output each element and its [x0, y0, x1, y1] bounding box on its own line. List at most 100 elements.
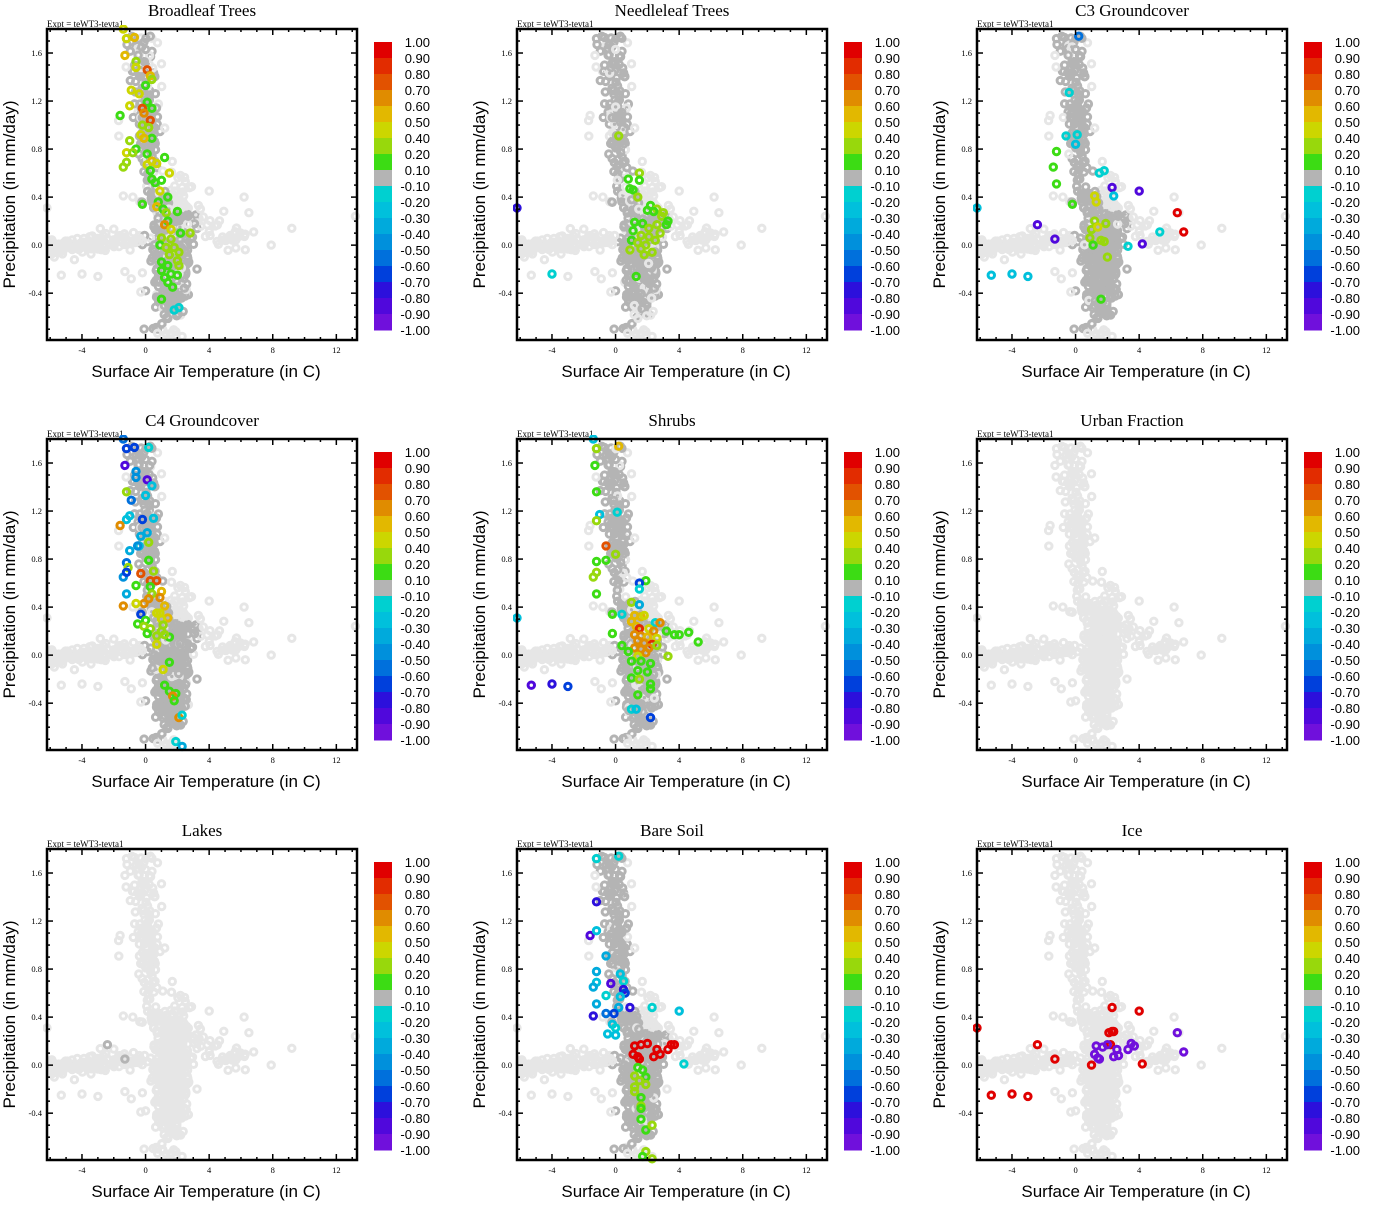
colorbar-label: -0.30 [400, 211, 430, 226]
background-point [1050, 193, 1056, 199]
colorbar-segment [844, 218, 862, 235]
colorbar-label: 0.90 [1335, 51, 1360, 66]
background-point [169, 568, 175, 574]
background-point [558, 661, 564, 667]
background-point [664, 266, 670, 272]
colorbar-label: 1.00 [1335, 35, 1360, 50]
y-tick-label: 1.6 [501, 48, 512, 58]
background-point [130, 114, 136, 120]
highlight-point [161, 154, 167, 160]
background-point [586, 133, 592, 139]
experiment-label: Expt = teWT3-tevta1 [517, 19, 594, 29]
colorbar-label: -0.90 [870, 307, 900, 322]
colorbar-segment [844, 42, 862, 59]
highlight-point [122, 462, 128, 468]
x-tick-label: 4 [1137, 345, 1142, 355]
highlight-point [1053, 181, 1059, 187]
highlight-point [1139, 241, 1145, 247]
colorbar-segment [844, 90, 862, 107]
background-point [587, 112, 593, 118]
background-point [289, 225, 295, 231]
colorbar-label: -0.60 [400, 669, 430, 684]
highlight-point [988, 272, 994, 278]
y-tick-label: 1.2 [501, 96, 512, 106]
x-tick-label: 12 [802, 345, 811, 355]
background-point [289, 635, 295, 641]
colorbar-segment [1304, 90, 1322, 107]
colorbar-segment [1304, 74, 1322, 91]
y-tick-label: -0.4 [499, 288, 513, 298]
background-point [1109, 333, 1115, 339]
y-tick-label: 0.0 [961, 240, 972, 250]
background-point [691, 208, 697, 214]
background-point [664, 676, 670, 682]
colorbar-segment [374, 42, 392, 59]
background-point [738, 242, 744, 248]
background-point [629, 493, 635, 499]
colorbar-segment [374, 298, 392, 315]
background-point [1047, 112, 1053, 118]
background-point [541, 667, 547, 673]
colorbar-segment [374, 122, 392, 139]
colorbar-segment [374, 74, 392, 91]
colorbar-segment [374, 612, 392, 629]
y-tick-label: 0.0 [31, 240, 42, 250]
background-point [677, 218, 683, 224]
panel-title: Shrubs [648, 411, 695, 430]
y-axis-label: Precipitation (in mm/day) [470, 100, 489, 288]
colorbar-segment [374, 660, 392, 677]
background-point [141, 326, 147, 332]
highlight-point [549, 271, 555, 277]
background-point [268, 242, 274, 248]
background-point [1058, 276, 1064, 282]
background-point [581, 636, 587, 642]
colorbar-segment [374, 186, 392, 203]
background-point [602, 89, 608, 95]
plot-frame [977, 29, 1287, 340]
colorbar-label: -0.80 [1330, 291, 1360, 306]
background-point [116, 133, 122, 139]
background-point [1061, 101, 1067, 107]
background-point [122, 268, 128, 274]
highlight-point [1181, 229, 1187, 235]
background-point [759, 225, 765, 231]
background-point [158, 61, 164, 67]
background-point [162, 125, 168, 131]
highlight-point [1136, 188, 1142, 194]
highlight-point [122, 52, 128, 58]
background-point [593, 35, 599, 41]
x-tick-label: -4 [78, 345, 86, 355]
background-point [1092, 125, 1098, 131]
colorbar-segment [1304, 266, 1322, 283]
colorbar-segment [844, 202, 862, 219]
background-point [206, 598, 212, 604]
background-point [58, 272, 64, 278]
y-tick-label: 1.6 [31, 48, 42, 58]
background-point [184, 221, 190, 227]
background-point [1001, 257, 1007, 263]
data-points [514, 33, 829, 340]
y-tick-label: 0.8 [31, 554, 42, 564]
background-point [95, 273, 101, 279]
background-point [1065, 52, 1071, 58]
background-point [225, 657, 231, 663]
colorbar-segment [374, 90, 392, 107]
y-tick-label: -0.4 [29, 698, 43, 708]
background-point [1171, 194, 1177, 200]
background-point [1068, 289, 1074, 295]
background-point [581, 226, 587, 232]
colorbar-label: -1.00 [1330, 323, 1360, 338]
x-tick-label: -4 [548, 345, 556, 355]
colorbar-segment [1304, 234, 1322, 251]
highlight-point [123, 35, 129, 41]
colorbar-label: -0.20 [400, 605, 430, 620]
plot-frame [517, 29, 827, 340]
background-point [123, 64, 129, 70]
background-point [127, 247, 133, 253]
panel-title: Broadleaf Trees [148, 1, 256, 20]
x-tick-label: 0 [613, 345, 617, 355]
